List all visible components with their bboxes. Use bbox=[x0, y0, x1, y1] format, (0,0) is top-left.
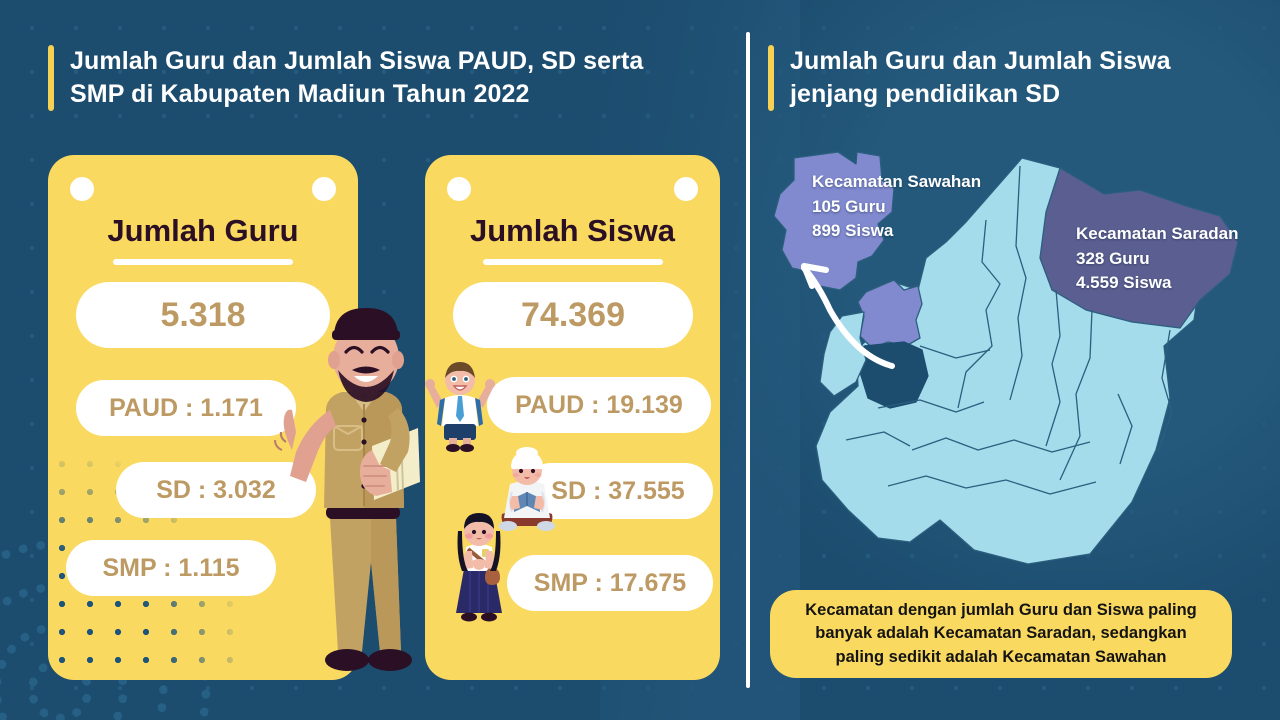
right-heading-text: Jumlah Guru dan Jumlah Siswa jenjang pen… bbox=[790, 47, 1171, 108]
right-panel-heading: Jumlah Guru dan Jumlah Siswa jenjang pen… bbox=[768, 45, 1238, 111]
map-region-west-lobe bbox=[819, 311, 867, 397]
card-punch-hole-left-icon bbox=[447, 177, 471, 201]
heading-accent-bar bbox=[768, 45, 774, 111]
card-punch-hole-left-icon bbox=[70, 177, 94, 201]
map-region-saradan bbox=[1039, 167, 1239, 329]
map-summary-note-text: Kecamatan dengan jumlah Guru dan Siswa p… bbox=[805, 600, 1197, 666]
left-heading-text: Jumlah Guru dan Jumlah Siswa PAUD, SD se… bbox=[70, 47, 644, 108]
map-callout-sawahan: Kecamatan Sawahan 105 Guru 899 Siswa bbox=[812, 172, 982, 241]
card-guru-title: Jumlah Guru bbox=[107, 213, 299, 248]
card-siswa-title: Jumlah Siswa bbox=[469, 213, 676, 248]
map-region-sawahan bbox=[857, 279, 923, 349]
left-panel-heading: Jumlah Guru dan Jumlah Siswa PAUD, SD se… bbox=[48, 45, 708, 111]
panel-divider bbox=[746, 32, 750, 688]
map-callout-saradan: Kecamatan Saradan 328 Guru 4.559 Siswa bbox=[1076, 224, 1239, 293]
map-summary-note: Kecamatan dengan jumlah Guru dan Siswa p… bbox=[770, 590, 1232, 678]
map-arrow-to-sawahan-inset bbox=[801, 263, 895, 369]
map-region-dark-wedge bbox=[859, 341, 929, 409]
stat-card-siswa: Jumlah Siswa 74.369 PAUD : 19.139 SD : 3… bbox=[425, 155, 720, 680]
map-region-sawahan-inset bbox=[773, 151, 895, 291]
student-boy-illustration bbox=[425, 358, 495, 454]
madiun-regency-map[interactable] bbox=[760, 150, 1260, 570]
guru-paud-pill: PAUD : 1.171 bbox=[76, 380, 296, 436]
card-punch-hole-right-icon bbox=[312, 177, 336, 201]
siswa-total-pill: 74.369 bbox=[453, 282, 693, 348]
siswa-paud-pill: PAUD : 19.139 bbox=[487, 377, 711, 433]
guru-smp-pill: SMP : 1.115 bbox=[66, 540, 276, 596]
card-punch-hole-right-icon bbox=[674, 177, 698, 201]
card-title-underline bbox=[113, 259, 293, 265]
student-girl-illustration bbox=[448, 505, 510, 627]
siswa-smp-pill: SMP : 17.675 bbox=[507, 555, 713, 611]
heading-accent-bar bbox=[48, 45, 54, 111]
card-title-underline bbox=[482, 259, 663, 265]
